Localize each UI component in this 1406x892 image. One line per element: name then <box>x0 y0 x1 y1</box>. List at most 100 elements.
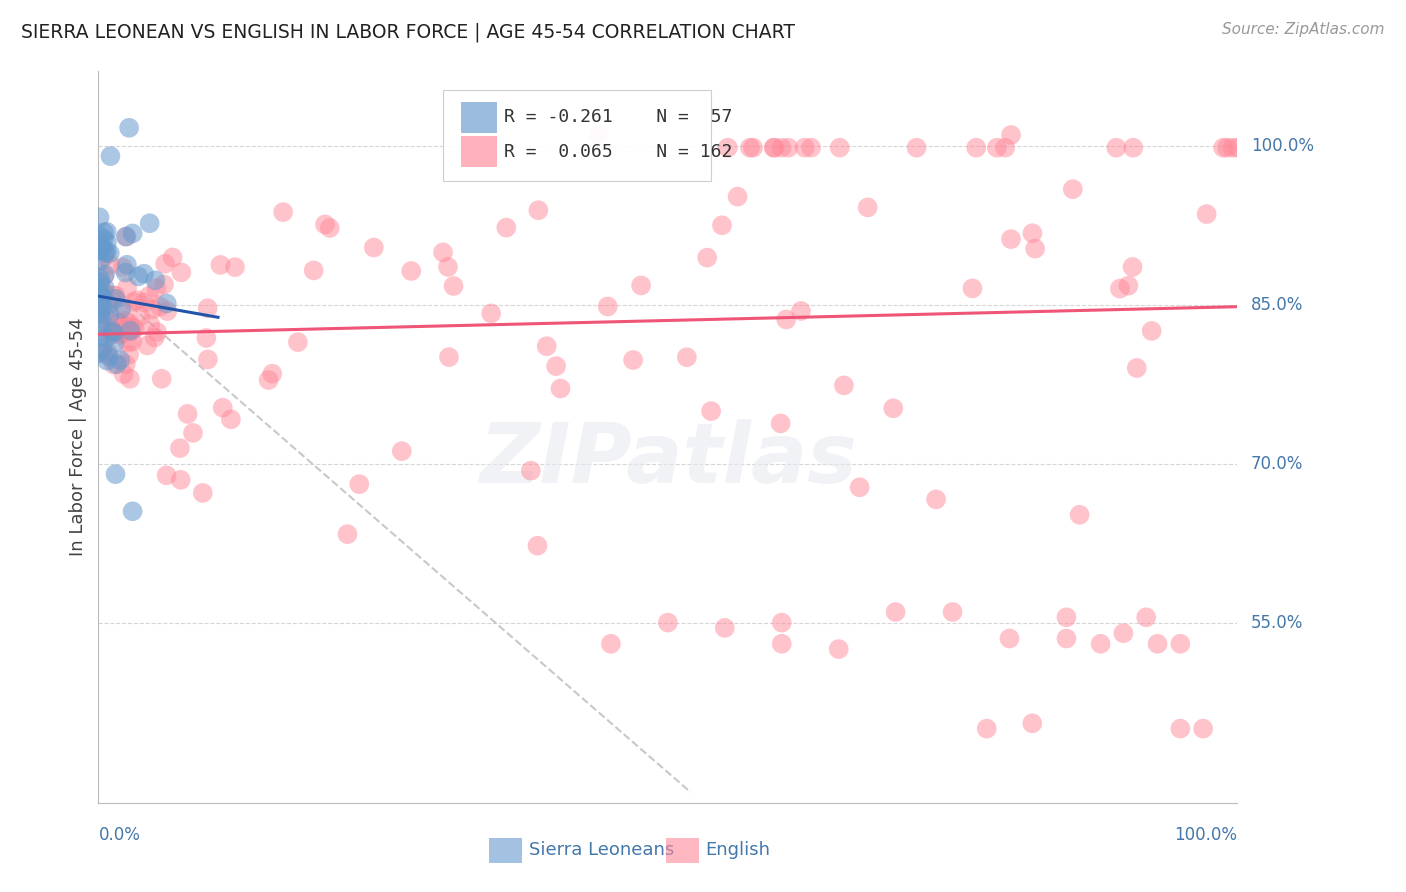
Point <box>121 227 143 241</box>
Point <box>170 265 193 279</box>
Point <box>437 350 460 364</box>
Point <box>105 357 128 371</box>
Point <box>762 141 785 155</box>
Point <box>146 325 169 339</box>
Point <box>118 120 141 135</box>
Text: 70.0%: 70.0% <box>1251 455 1303 473</box>
Point <box>89 253 111 268</box>
Point <box>104 467 127 482</box>
Point <box>1212 141 1234 155</box>
Point <box>142 302 165 317</box>
Point <box>399 264 422 278</box>
Point <box>155 468 177 483</box>
Point <box>89 271 111 285</box>
Point <box>998 632 1021 646</box>
Point <box>962 281 984 295</box>
Point <box>93 346 115 360</box>
Point <box>93 232 115 246</box>
Point <box>101 325 124 339</box>
Point <box>107 316 129 330</box>
Point <box>1000 232 1022 246</box>
Point <box>114 357 136 371</box>
Point <box>197 301 219 315</box>
FancyBboxPatch shape <box>489 838 522 863</box>
Point <box>89 285 111 299</box>
Point <box>965 141 987 155</box>
Point <box>96 225 118 239</box>
FancyBboxPatch shape <box>665 838 699 863</box>
Point <box>520 464 543 478</box>
Point <box>101 327 124 342</box>
Point <box>1109 282 1132 296</box>
Point <box>101 288 124 302</box>
Point <box>93 281 115 295</box>
Point <box>1024 242 1046 256</box>
Point <box>98 307 121 321</box>
Point <box>195 331 218 345</box>
Point <box>1195 207 1218 221</box>
Point <box>495 220 517 235</box>
Point <box>800 141 823 155</box>
Point <box>96 345 118 359</box>
Point <box>1121 260 1143 274</box>
Point <box>89 229 111 244</box>
Point <box>714 621 737 635</box>
Point <box>93 308 115 322</box>
Point <box>257 373 280 387</box>
Point <box>711 219 734 233</box>
Point <box>124 321 146 335</box>
Point <box>1146 637 1168 651</box>
Point <box>546 359 568 373</box>
Text: 85.0%: 85.0% <box>1251 295 1303 314</box>
Point <box>742 141 765 155</box>
Point <box>1112 626 1135 640</box>
Point <box>432 245 454 260</box>
Point <box>219 412 242 426</box>
Point <box>89 330 111 344</box>
Point <box>621 353 644 368</box>
Point <box>93 324 115 338</box>
Point <box>262 367 284 381</box>
Point <box>89 242 111 256</box>
Point <box>586 128 609 142</box>
Point <box>98 258 121 272</box>
Point <box>942 605 965 619</box>
Point <box>156 304 179 318</box>
Point <box>136 338 159 352</box>
Point <box>170 473 193 487</box>
Point <box>89 238 111 252</box>
Point <box>986 141 1008 155</box>
Point <box>391 444 413 458</box>
Point <box>111 326 134 341</box>
Point <box>790 304 813 318</box>
Point <box>1216 141 1239 155</box>
FancyBboxPatch shape <box>443 90 711 181</box>
Point <box>89 244 111 258</box>
Point <box>336 527 359 541</box>
Point <box>115 229 138 244</box>
Point <box>211 401 233 415</box>
Point <box>596 300 619 314</box>
Point <box>717 141 740 155</box>
Point <box>1021 716 1043 731</box>
Point <box>176 407 198 421</box>
Point <box>197 352 219 367</box>
Point <box>1069 508 1091 522</box>
Point <box>832 378 855 392</box>
Point <box>600 637 623 651</box>
Point <box>139 317 162 331</box>
Point <box>150 372 173 386</box>
Point <box>527 203 550 218</box>
FancyBboxPatch shape <box>461 102 498 133</box>
Point <box>115 258 138 272</box>
Point <box>778 141 800 155</box>
Point <box>994 141 1017 155</box>
Point <box>884 605 907 619</box>
Point <box>1122 141 1144 155</box>
Point <box>145 281 167 295</box>
Point <box>93 250 115 264</box>
Point <box>111 260 134 275</box>
Point <box>349 477 371 491</box>
Point <box>1062 182 1084 196</box>
Point <box>90 239 112 253</box>
